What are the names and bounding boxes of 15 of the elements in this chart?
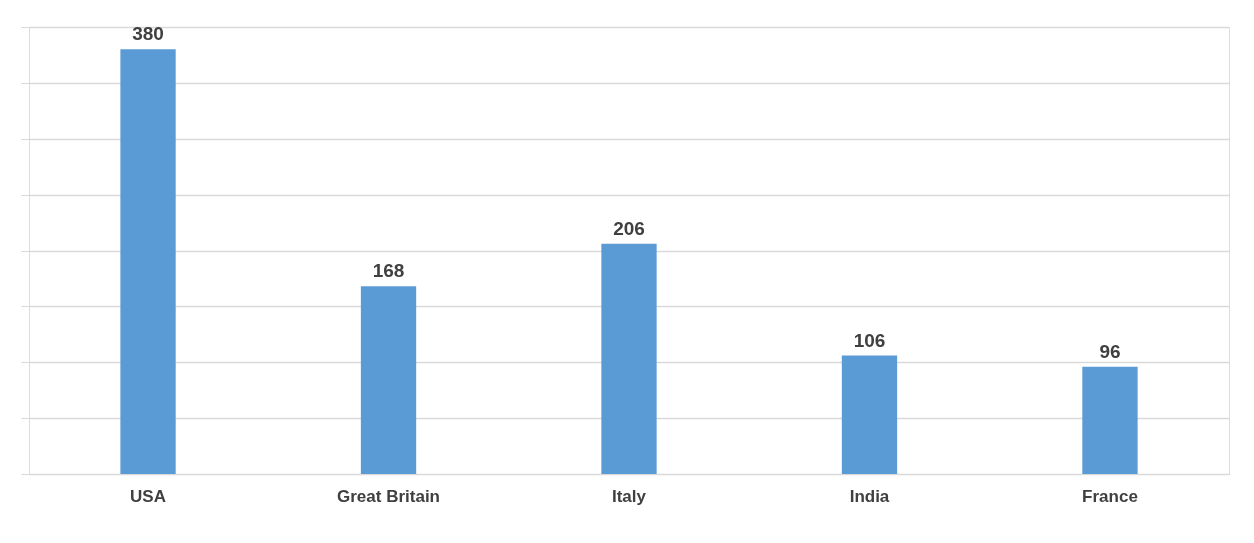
data-label: 96 [1099, 340, 1121, 362]
bar [360, 286, 417, 474]
data-label: 106 [853, 329, 886, 351]
x-tick-label: USA [130, 486, 166, 506]
bar [1082, 366, 1138, 474]
bar [841, 355, 898, 474]
bar [601, 243, 657, 474]
x-tick-label: Great Britain [337, 486, 441, 506]
data-label: 380 [132, 23, 164, 45]
x-tick-label: Italy [611, 486, 647, 506]
bar [120, 49, 176, 474]
x-tick-label: France [1082, 486, 1138, 506]
data-label: 206 [613, 217, 645, 239]
x-tick-label: India [849, 486, 890, 506]
data-label: 168 [372, 260, 405, 282]
